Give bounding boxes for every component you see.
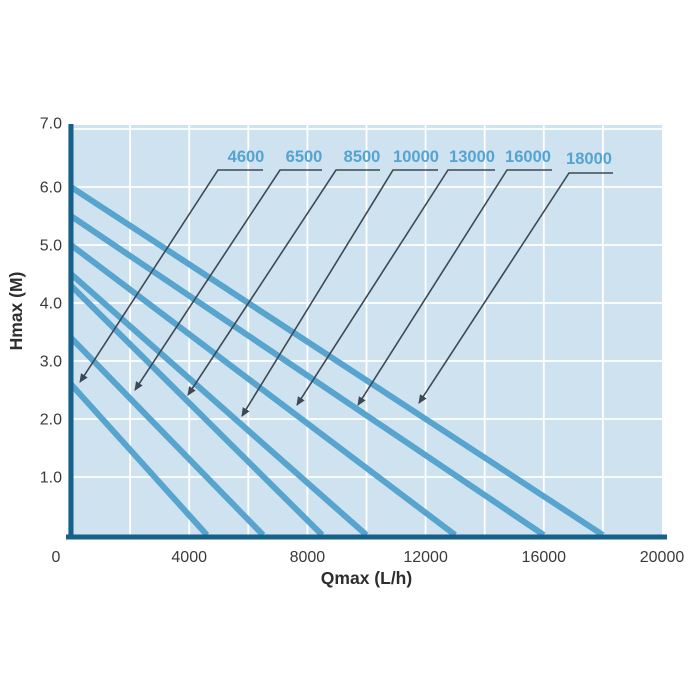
leader-arrow-8500 [187, 169, 380, 396]
series-label-4600: 4600 [228, 148, 265, 166]
leader-arrow-10000 [241, 169, 438, 417]
leader-arrow-6500 [134, 169, 322, 391]
series-label-10000: 10000 [393, 148, 439, 166]
pump-curve-8500 [68, 283, 325, 538]
pump-curve-10000 [69, 271, 369, 538]
x-axis-title: Qmax (L/h) [321, 568, 412, 588]
y-tick-label: 6.0 [40, 180, 62, 197]
x-tick-label: 0 [52, 549, 61, 566]
pump-curve-18000 [69, 184, 605, 538]
x-tick-label: 4000 [171, 549, 207, 566]
x-tick-label: 12000 [403, 549, 448, 566]
x-tick-label: 20000 [640, 549, 685, 566]
y-tick-label: 5.0 [40, 238, 62, 255]
pump-curve-13000 [69, 242, 457, 538]
series-label-18000: 18000 [566, 150, 612, 168]
y-axis-title: Hmax (M) [6, 272, 26, 351]
y-tick-label: 3.0 [40, 354, 62, 371]
x-tick-label: 16000 [522, 549, 567, 566]
y-tick-label: 1.0 [40, 470, 62, 487]
y-tick-label: 7.0 [40, 116, 62, 133]
series-label-8500: 8500 [344, 148, 381, 166]
pump-curve-6500 [68, 335, 266, 538]
leader-arrow-16000 [357, 169, 552, 406]
y-tick-label: 4.0 [40, 296, 62, 313]
series-label-6500: 6500 [286, 148, 323, 166]
leader-arrow-13000 [296, 169, 495, 406]
x-tick-label: 8000 [290, 549, 326, 566]
pump-curve-16000 [69, 213, 546, 538]
series-label-16000: 16000 [505, 148, 551, 166]
y-tick-label: 2.0 [40, 412, 62, 429]
leader-arrow-4600 [79, 169, 263, 383]
leader-arrow-18000 [418, 172, 613, 404]
series-label-13000: 13000 [449, 148, 495, 166]
pump-curve-4600 [68, 382, 210, 538]
